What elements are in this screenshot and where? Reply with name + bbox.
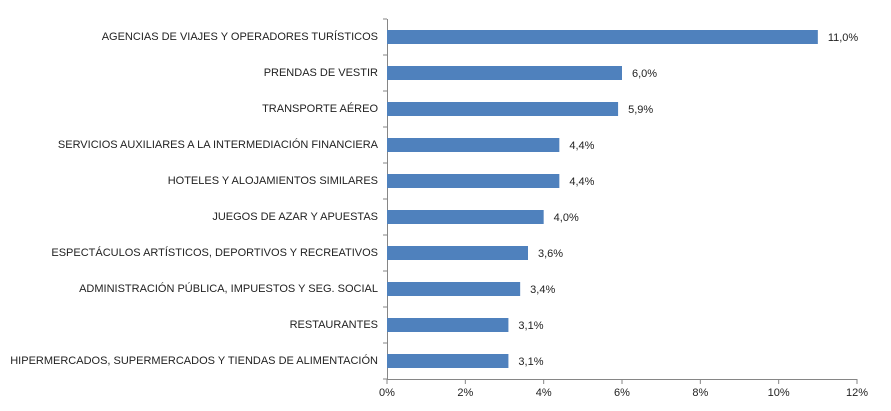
x-tick-label: 8% <box>692 387 708 399</box>
value-label: 3,1% <box>518 356 543 368</box>
x-tick-label: 12% <box>846 387 868 399</box>
y-tick-label: ADMINISTRACIÓN PÚBLICA, IMPUESTOS Y SEG.… <box>79 282 378 295</box>
bar <box>387 246 528 260</box>
y-tick-label: ESPECTÁCULOS ARTÍSTICOS, DEPORTIVOS Y RE… <box>51 246 378 259</box>
x-tick-label: 0% <box>379 387 395 399</box>
value-label: 4,0% <box>554 212 579 224</box>
y-tick-label: HOTELES Y ALOJAMIENTOS SIMILARES <box>168 175 378 187</box>
bar <box>387 282 521 296</box>
bar <box>387 354 509 368</box>
x-tick-label: 10% <box>768 387 790 399</box>
bar <box>387 66 622 80</box>
value-label: 3,1% <box>518 320 543 332</box>
value-label: 4,4% <box>569 176 594 188</box>
y-tick-label: RESTAURANTES <box>290 319 378 331</box>
x-tick-label: 2% <box>457 387 473 399</box>
value-label: 5,9% <box>628 104 653 116</box>
y-tick-label: PRENDAS DE VESTIR <box>264 67 378 79</box>
y-tick-label: AGENCIAS DE VIAJES Y OPERADORES TURÍSTIC… <box>102 30 378 43</box>
y-tick-label: SERVICIOS AUXILIARES A LA INTERMEDIACIÓN… <box>58 138 379 151</box>
x-tick-label: 4% <box>536 387 552 399</box>
bar <box>387 174 560 188</box>
value-label: 3,4% <box>530 284 555 296</box>
y-tick-label: TRANSPORTE AÉREO <box>262 102 378 115</box>
bar <box>387 318 509 332</box>
y-tick-label: HIPERMERCADOS, SUPERMERCADOS Y TIENDAS D… <box>10 354 378 367</box>
bar <box>387 30 818 44</box>
bar <box>387 210 544 224</box>
value-label: 11,0% <box>828 32 859 44</box>
value-label: 4,4% <box>569 140 594 152</box>
bar <box>387 138 560 152</box>
value-label: 3,6% <box>538 248 563 260</box>
value-label: 6,0% <box>632 68 657 80</box>
y-tick-label: JUEGOS DE AZAR Y APUESTAS <box>212 211 378 223</box>
x-tick-label: 6% <box>614 387 630 399</box>
bar <box>387 102 619 116</box>
